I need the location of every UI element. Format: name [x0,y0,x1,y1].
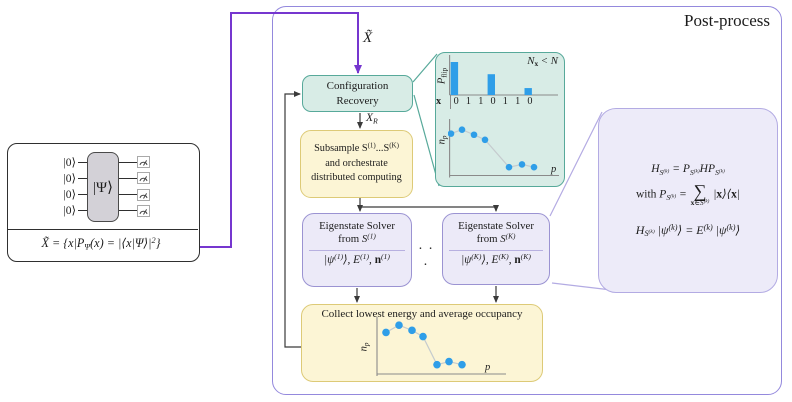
ket-zero-4: |0⟩ [63,205,76,217]
subsample-line2: and orchestrate [325,157,388,169]
bitstring-value: 0 [490,96,496,107]
solver-k-divider [449,249,543,251]
solver-1-title-line2: from S(1) [338,231,376,246]
configuration-recovery-box: Configuration Recovery [302,75,413,112]
equation-projected-hamiltonian: HS(k) = PS(k)HPS(k) [651,163,725,177]
solver-1-divider [309,249,405,251]
eigenstate-solver-k-box: Eigenstate Solver from S(K) |ψ(K)⟩, E(K)… [442,213,550,285]
inset-scatter-ylabel: np [436,135,449,145]
circuit-wire [118,194,137,196]
eigenstate-solver-1-box: Eigenstate Solver from S(1) |ψ(1)⟩, E(1)… [302,213,412,287]
inset-occupancy-chart [448,119,559,178]
circuit-wire [78,210,88,212]
psi-state-gate: |Ψ⟩ [87,152,119,222]
solver-1-title: Eigenstate Solver from S(1) [303,214,411,247]
solver-k-output: |ψ(K)⟩, E(K), n(K) [461,252,531,266]
collect-occupancy-chart [376,317,506,376]
post-process-box [272,6,782,395]
measurement-icon [137,172,150,184]
solver-k-title: Eigenstate Solver from S(K) [443,214,549,247]
solver-k-title-line1: Eigenstate Solver [458,220,534,232]
circuit-wire [118,210,137,212]
inset-xlabel: p [551,164,557,175]
solver-1-output: |ψ(1)⟩, E(1), n(1) [324,252,390,266]
inset-axis-extension [449,95,451,109]
xr-label: XR [366,112,378,126]
equation-projector-definition: with PS(k) = ∑ x∈S(k) |x⟩⟨x| [635,181,741,208]
collect-xlabel: p [485,362,491,373]
solver-1-title-line1: Eigenstate Solver [319,220,395,232]
subsample-line1: Subsample S(1)...S(K) [314,141,399,155]
configuration-recovery-line2: Recovery [336,94,379,107]
bitstring-value: 0 [527,96,533,107]
psi-gate-label: |Ψ⟩ [93,179,113,196]
branch-arrow-k [360,205,499,212]
bitstring-value: 1 [502,96,508,107]
measurement-icon [137,205,150,217]
inset-x-header: x [436,96,442,107]
inset-annotation: Nx < N [527,55,558,69]
circuit-wire [78,178,88,180]
subsample-box: Subsample S(1)...S(K) and orchestrate di… [300,130,413,198]
ket-zero-1: |0⟩ [63,157,76,169]
configuration-recovery-line1: Configuration [326,80,389,93]
ket-zero-3: |0⟩ [63,189,76,201]
xtilde-label: X̃ [363,30,373,46]
post-process-title: Post-process [684,11,770,30]
sample-stream-connector [200,12,362,248]
measurement-icon [137,156,150,168]
equation-eigenvalue-problem: HS(k) |ψ(k)⟩ = E(k) |ψ(k)⟩ [635,222,741,239]
ket-zero-2: |0⟩ [63,173,76,185]
circuit-box-divider [8,229,198,230]
collect-ylabel: np [358,342,371,352]
subsample-line3: distributed computing [311,172,402,184]
bitstring-value: 1 [515,96,521,107]
bitstring-value: 1 [478,96,484,107]
circuit-wire [78,194,88,196]
circuit-wire [78,162,88,164]
bitstring-value: 1 [465,96,471,107]
collect-title: Collect lowest energy and average occupa… [321,308,523,320]
bubble-callout-line-top [549,111,603,217]
inset-callout-line-top [412,53,438,83]
solver-k-title-line2: from S(K) [476,231,516,246]
measurement-icon [137,189,150,201]
bitstring-value: 0 [453,96,459,107]
pflip-bar-chart [449,55,558,96]
pflip-ylabel: Pflip [436,67,449,85]
sampled-set-formula: X̃ = {x|PΨ(x) = |⟨x|Ψ⟩|2} [41,235,161,252]
ellipsis-label: · · · [418,242,434,273]
circuit-wire [118,178,137,180]
hamiltonian-bubble: HS(k) = PS(k)HPS(k) with PS(k) = ∑ x∈S(k)… [598,108,778,293]
inset-callout-line-bottom [413,94,440,187]
collect-box [301,304,543,382]
feedback-loop-arrow [284,91,301,348]
circuit-wire [118,162,137,164]
